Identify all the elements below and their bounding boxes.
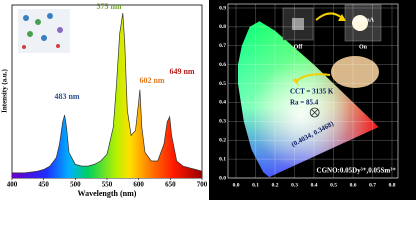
x-tick-label: 0.6	[350, 182, 357, 188]
arrowhead	[292, 78, 299, 86]
x-tick-label: 0.0	[233, 182, 240, 188]
atom	[35, 19, 41, 25]
y-tick-label: 0.9	[219, 5, 226, 11]
x-axis-label: Wavelength (nm)	[78, 189, 137, 198]
x-tick-label: 0.7	[369, 182, 376, 188]
y-tick-label: 0.1	[219, 156, 226, 162]
x-tick-label: 0.2	[272, 182, 279, 188]
y-tick-label: 0.8	[219, 24, 226, 30]
figure: 400 450 500 550 600 650 700 Wavelength (nm) Inte…	[0, 0, 416, 200]
cie-white	[238, 21, 379, 178]
powder-photo	[331, 56, 379, 88]
photo-on	[344, 4, 382, 42]
y-tick-label: 0.5	[219, 81, 226, 87]
annotation: CCT = 3135 K	[290, 88, 334, 96]
cie-point	[309, 107, 320, 118]
x-tick-label: 650	[165, 181, 176, 189]
arrowhead	[338, 14, 346, 21]
atom	[41, 35, 47, 41]
x-tick-label: 0.8	[389, 182, 396, 188]
x-tick-label: 400	[7, 181, 18, 189]
y-tick-label: 0.7	[219, 43, 226, 49]
x-tick-label: 500	[70, 181, 81, 189]
atom	[22, 45, 26, 49]
arrow	[295, 73, 331, 83]
x-tick-label: 600	[133, 181, 144, 189]
atom	[47, 13, 53, 19]
y-tick-label: 0.2	[219, 137, 226, 143]
peak-label: 575 nm	[96, 2, 121, 11]
y-axis-label: Intensity (a.u.)	[1, 68, 9, 112]
y-tick-label: 0.3	[219, 119, 226, 125]
atom	[27, 31, 33, 37]
atom	[56, 44, 60, 48]
photo-label: Off	[294, 44, 304, 50]
arrow	[315, 12, 343, 21]
cie-point-cross	[311, 109, 318, 116]
cie-chart: 0.0 0.1 0.2 0.3 0.4 0.5 0.6 0.7 0.8 0.0 0.1 0.2 0.3 0…	[219, 3, 399, 188]
peak-label: 602 nm	[139, 76, 164, 85]
spectrum-line	[12, 13, 203, 174]
crystal-inset	[18, 9, 70, 53]
x-tick-label: 550	[102, 181, 113, 189]
peak-label: 649 nm	[169, 67, 194, 76]
y-tick-label: 0.4	[219, 100, 226, 106]
x-tick-label: 0.5	[330, 182, 337, 188]
x-tick-label: 0.3	[291, 182, 298, 188]
y-tick-label: 0.0	[219, 175, 226, 181]
x-tick-label: 700	[197, 181, 208, 189]
led-off	[292, 18, 304, 30]
x-tick-label: 0.1	[252, 182, 259, 188]
x-tick-label: 450	[38, 181, 49, 189]
x-tick-label: 0.4	[311, 182, 318, 188]
annotation: CGNO:0.05Dy³⁺,0.05Sm³⁺	[317, 167, 397, 175]
atom	[57, 27, 63, 33]
y-tick-label: 0.6	[219, 62, 226, 68]
spectrum-chart: 400 450 500 550 600 650 700 Wavelength (nm) Inte…	[1, 2, 208, 198]
peak-label: 483 nm	[54, 92, 79, 101]
photo-label: On	[359, 44, 368, 50]
atom	[23, 15, 29, 21]
photo-label: 300 mA	[354, 17, 374, 23]
annotation: Ra = 85.4	[290, 99, 319, 107]
